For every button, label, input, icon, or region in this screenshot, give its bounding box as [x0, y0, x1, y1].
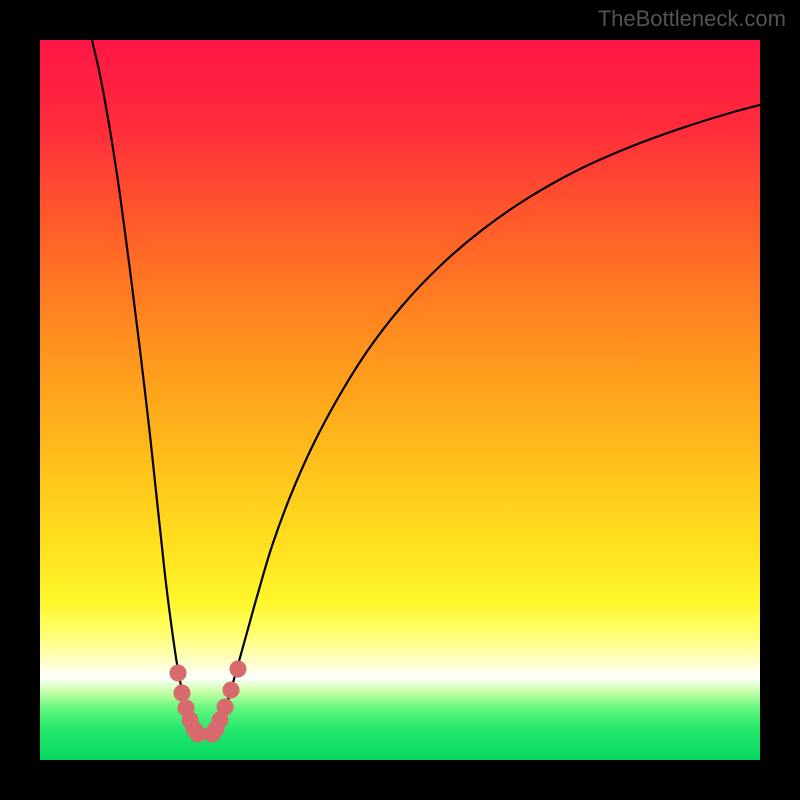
bottleneck-plot — [0, 0, 800, 800]
data-marker-right — [223, 682, 239, 698]
data-marker-left — [170, 665, 186, 681]
plot-area — [40, 40, 760, 760]
data-marker-right — [230, 661, 246, 677]
watermark-text: TheBottleneck.com — [598, 6, 786, 32]
root-container: TheBottleneck.com — [0, 0, 800, 800]
data-marker-right — [217, 699, 233, 715]
data-marker-left — [174, 685, 190, 701]
